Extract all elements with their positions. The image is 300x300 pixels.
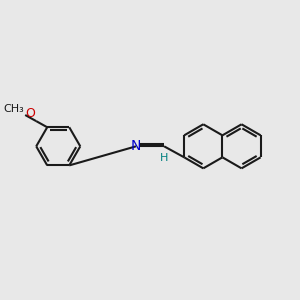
Text: CH₃: CH₃: [4, 104, 25, 114]
Text: H: H: [160, 153, 168, 163]
Text: N: N: [131, 139, 141, 153]
Text: O: O: [26, 107, 36, 120]
